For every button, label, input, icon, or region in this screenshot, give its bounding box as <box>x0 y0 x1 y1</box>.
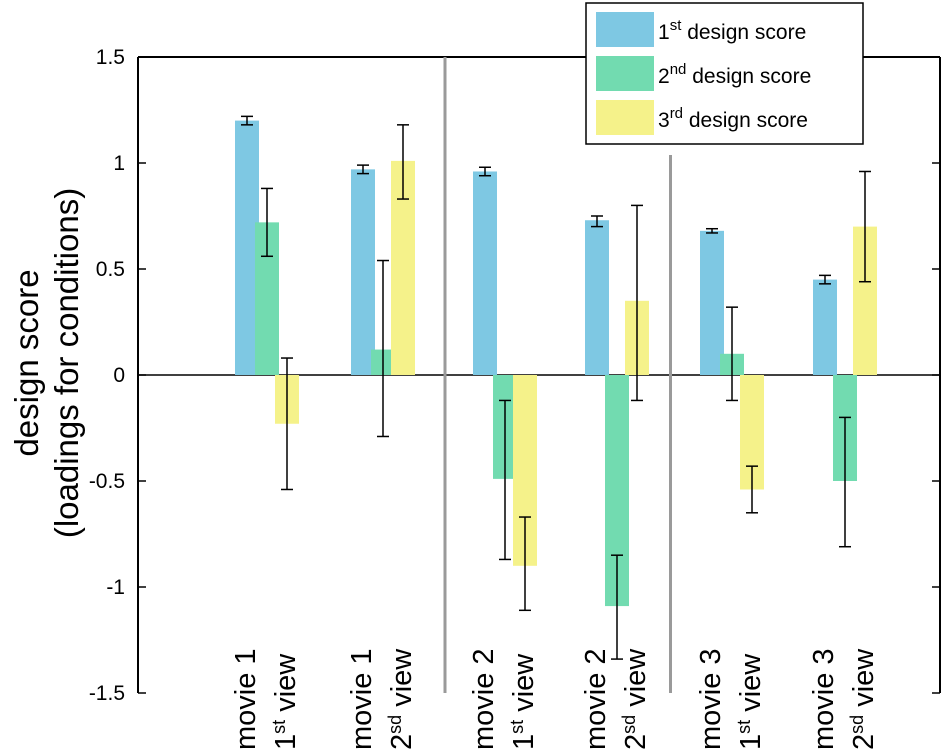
legend-swatch <box>596 12 654 47</box>
legend-label: 2nd design score <box>658 61 811 88</box>
y-tick-label: 0.5 <box>96 258 125 281</box>
category-sublabel: 2sd view <box>385 648 418 750</box>
legend-label: 1st design score <box>658 17 806 44</box>
legend: 1st design score 2nd design score 3rd desi… <box>585 2 864 145</box>
y-tick-label: 0 <box>113 364 125 387</box>
category-label: movie 2 <box>468 648 500 750</box>
category-label: movie 3 <box>695 648 727 750</box>
category-label: movie 3 <box>808 648 840 750</box>
legend-label: 3rd design score <box>658 105 808 132</box>
category-sublabel: 1st view <box>269 653 302 750</box>
legend-swatch <box>596 56 654 91</box>
labels-layer: 1.5 1 0.5 0 -0.5 -1 -1.5 design score (loadings … <box>8 46 880 750</box>
category-sublabel: 1st view <box>734 653 767 750</box>
category-label: movie 2 <box>580 648 612 750</box>
y-tick-label: -0.5 <box>89 470 125 493</box>
bar-1-6 <box>813 279 837 375</box>
error-bars-layer <box>241 115 871 660</box>
y-axis-label: design score <box>8 269 45 456</box>
y-tick-label: -1.5 <box>89 682 125 705</box>
category-sublabel: 2sd view <box>619 648 652 750</box>
y-tick-label: 1 <box>113 152 125 175</box>
bar-1-2 <box>351 169 375 375</box>
bar-1-5 <box>700 230 724 375</box>
category-label: movie 1 <box>346 648 378 750</box>
bar-1-3 <box>473 171 497 375</box>
category-sublabel: 2sd view <box>847 648 880 750</box>
y-tick-label: -1 <box>106 576 125 599</box>
bar-1-4 <box>585 220 609 375</box>
category-sublabel: 1st view <box>507 653 540 750</box>
bars-layer <box>235 120 877 607</box>
legend-swatch <box>596 100 654 135</box>
category-label: movie 1 <box>230 648 262 750</box>
y-axis-label-sub: (loadings for conditions) <box>48 188 85 538</box>
y-tick-label: 1.5 <box>96 46 125 69</box>
